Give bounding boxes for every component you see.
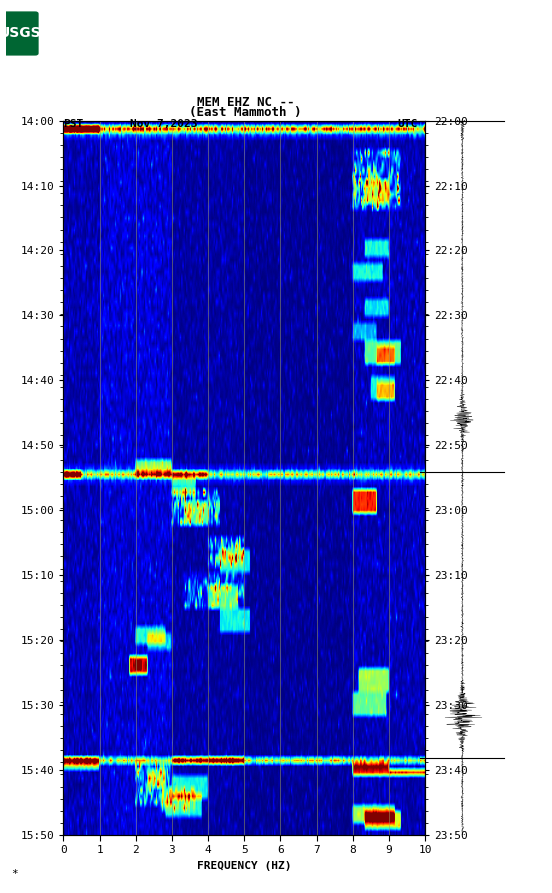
Text: UTC: UTC (397, 119, 418, 129)
X-axis label: FREQUENCY (HZ): FREQUENCY (HZ) (197, 861, 291, 871)
FancyBboxPatch shape (2, 12, 39, 55)
Text: PST: PST (63, 119, 84, 129)
Text: *: * (11, 869, 18, 879)
Text: USGS: USGS (0, 27, 41, 40)
Text: (East Mammoth ): (East Mammoth ) (189, 105, 302, 119)
Text: Nov 7,2023: Nov 7,2023 (130, 119, 197, 129)
Text: MEM EHZ NC --: MEM EHZ NC -- (197, 96, 294, 109)
